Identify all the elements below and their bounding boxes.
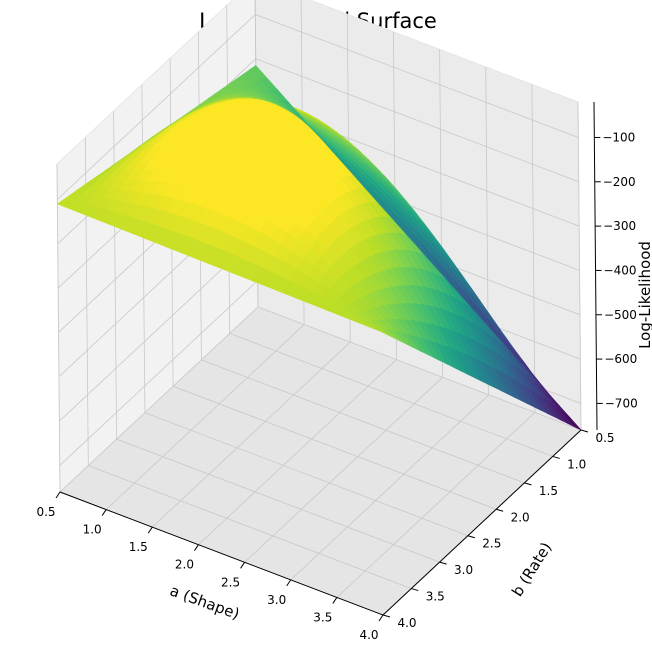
y-tick-mark <box>439 561 447 565</box>
y-tick-mark <box>524 482 532 486</box>
y-tick-mark <box>496 508 504 512</box>
x-tick-mark <box>194 544 199 551</box>
surface-patch <box>563 412 582 431</box>
z-axis-label: Log-Likelihood <box>636 241 652 349</box>
x-tick-mark <box>378 614 384 622</box>
z-tick-label: −500 <box>604 308 637 322</box>
x-tick-label: 4.0 <box>359 628 378 642</box>
y-tick-mark <box>580 429 589 433</box>
z-axis-line <box>593 101 598 431</box>
y-grid-line <box>84 137 412 589</box>
z-tick-label: −300 <box>603 219 636 233</box>
x-tick-label: 2.0 <box>175 558 194 572</box>
z-tick-label: −200 <box>603 175 636 189</box>
x-tick-mark <box>332 597 338 604</box>
y-tick-label: 3.5 <box>426 590 445 604</box>
x-tick-mark <box>55 491 61 499</box>
x-tick-label: 1.0 <box>83 523 102 537</box>
y-tick-label: 4.0 <box>397 616 416 630</box>
y-tick-mark <box>467 535 475 539</box>
z-grid-line <box>57 14 579 200</box>
y-tick-label: 1.5 <box>539 484 558 498</box>
y-tick-mark <box>552 455 560 459</box>
z-tick-label: −700 <box>605 396 638 410</box>
y-tick-label: 1.0 <box>567 457 586 471</box>
x-tick-label: 3.0 <box>267 593 286 607</box>
x-tick-mark <box>147 526 153 534</box>
y-axis-line <box>382 429 582 616</box>
x-tick-label: 1.5 <box>129 540 148 554</box>
axis-panes <box>56 0 582 616</box>
y-tick-label: 2.0 <box>511 510 530 524</box>
x-axis-line <box>59 491 384 616</box>
y-tick-label: 3.0 <box>454 563 473 577</box>
x-tick-mark <box>240 562 245 569</box>
surface-mesh <box>56 65 582 431</box>
z-tick-label: −100 <box>602 130 635 144</box>
z-tick-label: −600 <box>604 352 637 366</box>
y-tick-mark <box>411 588 419 592</box>
x-tick-label: 2.5 <box>221 575 240 589</box>
y-tick-mark <box>382 614 391 618</box>
z-tick-label: −400 <box>604 263 637 277</box>
x-tick-label: 3.5 <box>313 610 332 624</box>
axis-ticks: 0.5 1.0 1.5 2.0 2.5 3.0 3.5 4.0 0.5 1.0 1.5 2.0 2.5 3… <box>36 101 638 642</box>
y-axis-label: b (Rate) <box>508 539 555 600</box>
y-tick-label: 0.5 <box>595 431 614 445</box>
x-tick-label: 0.5 <box>36 505 55 519</box>
y-tick-label: 2.5 <box>482 537 501 551</box>
x-tick-mark <box>101 509 107 516</box>
x-tick-mark <box>286 579 292 587</box>
